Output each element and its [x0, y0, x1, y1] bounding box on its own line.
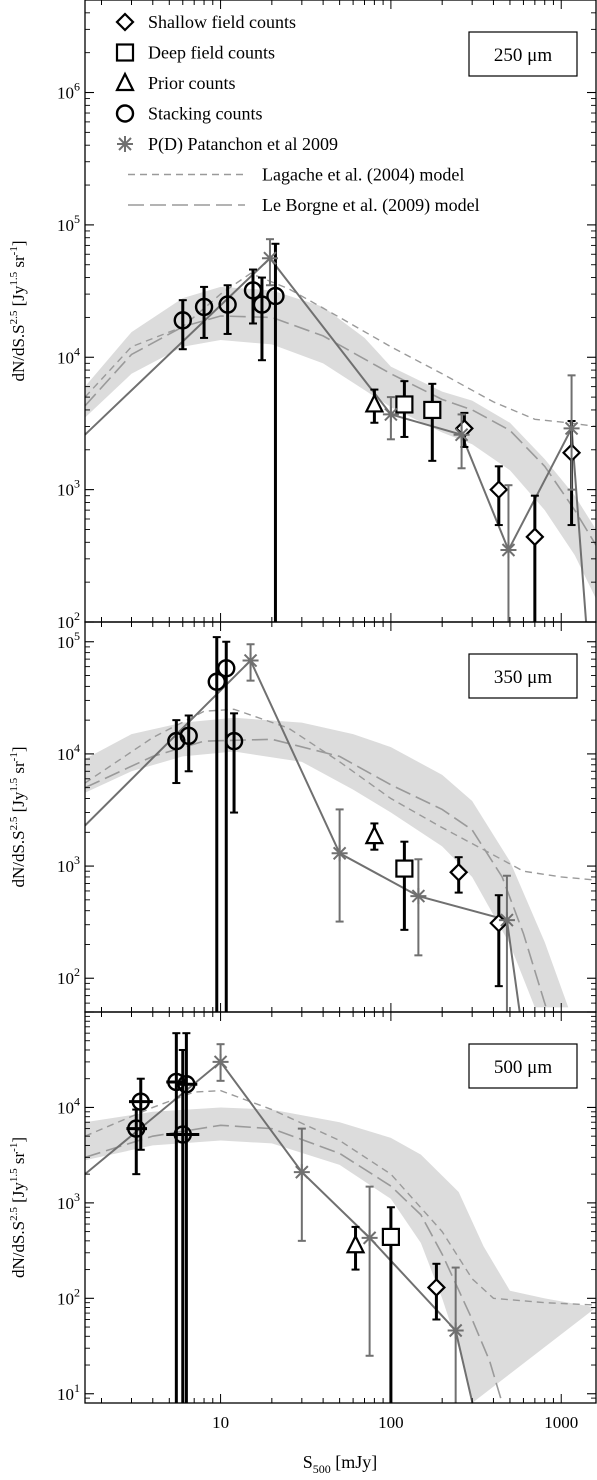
y-tick-label: 102: [57, 965, 80, 988]
y-tick-label: 103: [57, 477, 80, 500]
y-tick-label: 101: [57, 1381, 80, 1404]
diamond-marker: [449, 862, 469, 882]
circle-marker: [217, 659, 236, 678]
wavelength-label: 350 μm: [494, 667, 552, 688]
x-axis-label: S500 [mJy]: [303, 1452, 378, 1476]
asterisk-marker: [293, 1164, 310, 1181]
panel-0: 102 103 104 105 106 250 μm dN/dS.S2.5 [Jy1.5 s…: [8, 0, 597, 632]
circle-marker: [115, 104, 135, 123]
panel-2: 101 102 103 104 500 μm dN/dS.S2.5 [Jy1.5 sr-1…: [8, 1011, 597, 1404]
asterisk-marker: [453, 426, 470, 443]
model-band: [85, 1107, 596, 1403]
triangle-marker: [364, 824, 385, 845]
legend-label: Deep field counts: [148, 43, 275, 63]
asterisk-marker: [361, 1229, 378, 1246]
leborgne-model-line: [85, 738, 549, 1012]
y-tick-label: 103: [57, 853, 80, 876]
lagache-model-line: [85, 708, 596, 881]
square-marker: [115, 43, 135, 62]
y-tick-label: 104: [57, 1094, 80, 1117]
diamond-marker: [115, 12, 135, 32]
legend-label: Le Borgne et al. (2009) model: [262, 195, 480, 216]
x-tick-label: 100: [378, 1413, 404, 1432]
asterisk-marker: [331, 845, 348, 862]
y-axis-label: dN/dS.S2.5 [Jy1.5 sr-1]: [8, 746, 28, 887]
asterisk-marker: [563, 420, 580, 437]
wavelength-box: [468, 1043, 578, 1089]
y-axis-label: dN/dS.S2.5 [Jy1.5 sr-1]: [8, 1137, 28, 1278]
circle-marker: [167, 1072, 186, 1092]
square-marker: [381, 1227, 400, 1247]
diamond-marker: [525, 527, 545, 547]
legend-label: Stacking counts: [148, 104, 263, 124]
leborgne-model-line: [85, 315, 596, 546]
y-tick-label: 102: [57, 1285, 80, 1308]
x-tick-label: 1000: [544, 1413, 578, 1432]
circle-marker: [194, 297, 214, 317]
circle-marker: [179, 726, 198, 746]
circle-marker: [177, 1075, 196, 1094]
circle-marker: [173, 311, 192, 330]
circle-marker: [131, 1092, 150, 1111]
panel-1: 102 103 104 105 350 μm dN/dS.S2.5 [Jy1.5 sr-1…: [8, 621, 597, 1013]
triangle-marker: [345, 1233, 366, 1254]
asterisk-marker: [500, 541, 517, 558]
asterisk-marker: [242, 652, 259, 669]
square-marker: [423, 400, 442, 420]
plot-area-0: [85, 238, 596, 622]
diamond-marker: [489, 480, 509, 500]
plot-area-2: [85, 1032, 596, 1403]
circle-marker: [218, 295, 237, 314]
asterisk-marker: [117, 136, 133, 152]
legend: Shallow field counts Deep field counts Pri…: [115, 12, 480, 216]
legend-label: Lagache et al. (2004) model: [262, 165, 464, 186]
pd-line: [85, 1060, 474, 1403]
model-band: [85, 717, 569, 1008]
wavelength-box: [468, 653, 578, 699]
y-tick-label: 104: [57, 741, 80, 764]
model-band: [85, 286, 596, 599]
asterisk-marker: [212, 1053, 229, 1070]
y-tick-label: 105: [57, 629, 80, 652]
circle-marker: [266, 286, 285, 306]
circle-marker: [224, 731, 244, 751]
wavelength-label: 500 μm: [494, 1057, 552, 1078]
x-tick-label: 10: [212, 1413, 229, 1432]
asterisk-marker: [447, 1322, 464, 1339]
asterisk-marker: [410, 888, 427, 905]
legend-label: Shallow field counts: [148, 12, 296, 32]
y-tick-label: 105: [57, 212, 80, 235]
circle-marker: [252, 295, 272, 314]
asterisk-marker: [261, 250, 278, 267]
asterisk-marker: [382, 406, 399, 423]
circle-marker: [127, 1119, 146, 1138]
y-axis-label: dN/dS.S2.5 [Jy1.5 sr-1]: [8, 240, 28, 381]
y-tick-label: 104: [57, 344, 80, 367]
wavelength-box: [468, 31, 578, 77]
y-tick-label: 103: [57, 1190, 80, 1213]
legend-label: P(D) Patanchon et al 2009: [148, 134, 338, 155]
y-tick-label: 102: [57, 609, 80, 632]
wavelength-label: 250 μm: [494, 45, 552, 66]
legend-label: Prior counts: [148, 73, 236, 93]
asterisk-marker: [498, 912, 515, 929]
diamond-marker: [426, 1277, 446, 1297]
plot-area-1: [85, 636, 596, 1012]
leborgne-model-line: [85, 1124, 503, 1403]
triangle-marker: [115, 71, 135, 92]
triangle-marker: [364, 392, 385, 413]
square-marker: [395, 395, 414, 414]
y-tick-label: 106: [57, 80, 80, 103]
square-marker: [395, 859, 414, 878]
circle-marker: [173, 1125, 192, 1144]
